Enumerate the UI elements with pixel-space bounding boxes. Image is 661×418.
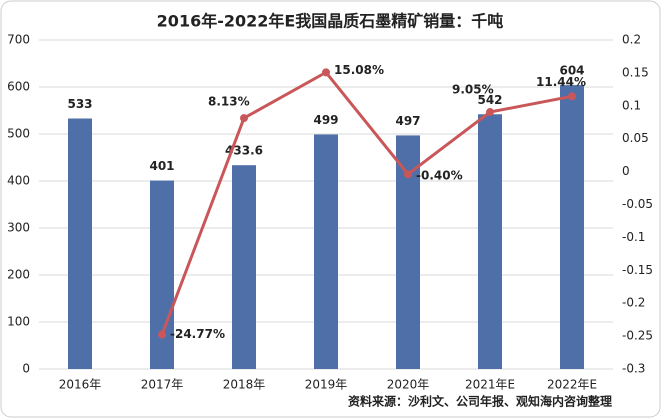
chart-title: 2016年-2022年E我国晶质石墨精矿销量：千吨 [157,12,504,31]
bar-label: 499 [313,113,338,127]
line-point [486,108,494,117]
line-label: 11.44% [536,75,586,89]
x-tick-label: 2016年 [59,378,102,392]
y2-tick-label: -0.1 [622,230,645,244]
y2-tick-label: -0.2 [622,296,645,310]
line-point [568,92,576,101]
y2-tick-label: 0 [622,164,630,178]
bar [478,114,502,369]
x-tick-label: 2022年E [547,378,597,392]
line [160,70,573,336]
y2-tick-label: -0.05 [622,197,653,211]
x-tick-label: 2017年 [141,378,184,392]
y2-tick-label: 0.1 [622,98,641,112]
line-label: 8.13% [208,95,250,109]
bar-label: 533 [67,97,92,111]
line-label: 9.05% [452,83,494,97]
x-tick-label: 2018年 [223,378,266,392]
y2-tick-label: -0.3 [622,362,645,376]
line-label: -0.40% [416,169,463,183]
y2-tick-label: 0.05 [622,131,649,145]
bar-label: 604 [559,64,584,78]
x-tick-label: 2019年 [305,378,348,392]
bar-label: 401 [149,159,174,173]
x-tick-label: 2021年E [465,378,515,392]
y-tick-label: 100 [7,315,30,329]
bar [560,85,584,370]
y-tick-label: 400 [7,174,30,188]
bar [314,134,338,369]
y-tick-label: 0 [22,362,30,376]
y-tick-label: 600 [7,80,30,94]
bar [68,118,92,370]
y2-tick-label: -0.25 [622,329,653,343]
x-tick-label: 2020年 [387,378,430,392]
line-point [404,170,412,179]
y-tick-label: 700 [7,33,30,47]
bar-label: 542 [477,93,502,107]
line-point [322,68,330,77]
y2-tick-label: 0.15 [622,65,649,79]
y-tick-label: 300 [7,221,30,235]
y2-tick-label: -0.15 [622,263,653,277]
bar [232,165,256,369]
line-point [158,330,166,339]
line-point [240,114,248,123]
bar-label: 497 [395,114,420,128]
line-label: -24.77% [170,327,225,341]
y-tick-label: 200 [7,268,30,282]
line-label: 15.08% [334,63,384,77]
source-note: 资料来源：沙利文、公司年报、观知海内咨询整理 [348,394,612,409]
y2-tick-label: 0.2 [622,33,641,47]
y-tick-label: 500 [7,127,30,141]
